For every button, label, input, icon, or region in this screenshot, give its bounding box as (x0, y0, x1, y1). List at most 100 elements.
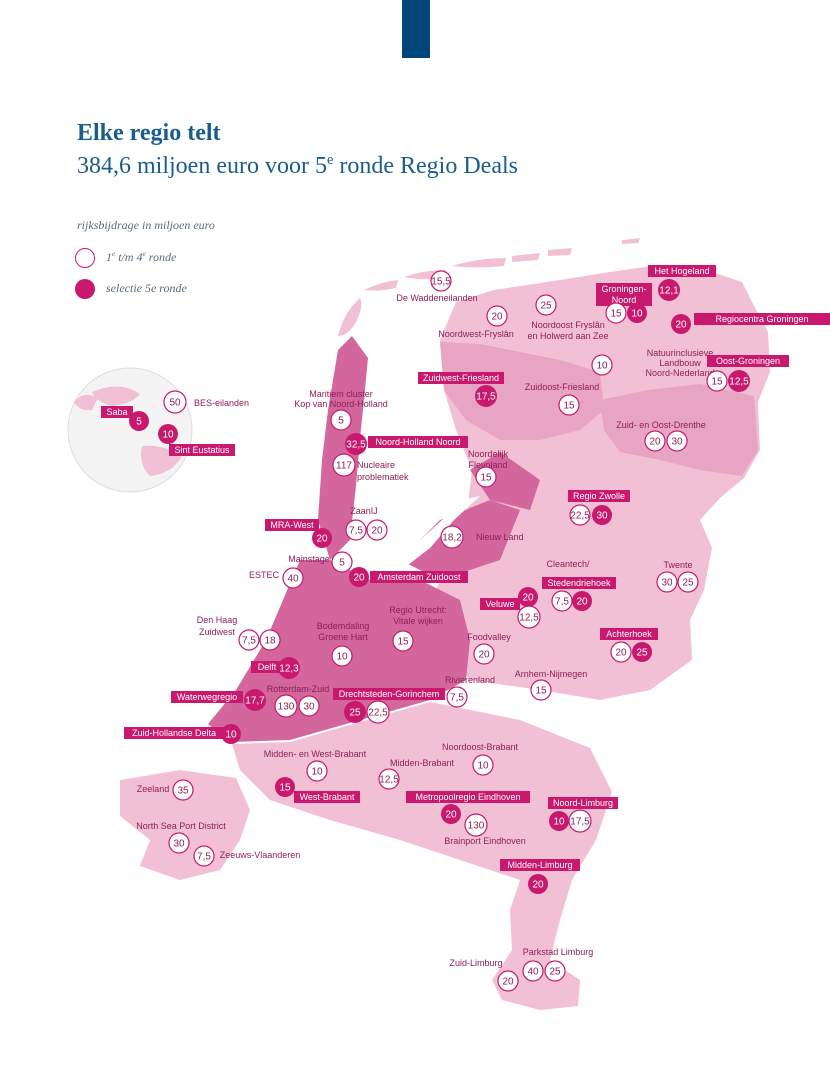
amount-value: 32,5 (346, 440, 366, 451)
region-tag-regio-zwolle: Regio Zwolle (568, 490, 630, 502)
amount-marker-sint-eustatius: 10 (158, 424, 178, 444)
amount-value: 40 (287, 574, 299, 585)
amount-marker-den-haag-a: 7,5 (238, 629, 260, 651)
region-tag-amsterdam-zuidoost: Amsterdam Zuidoost (370, 571, 468, 583)
region-label-zeeuws-vlaanderen: Zeeuws-Vlaanderen (220, 850, 301, 860)
wadden-islands (338, 238, 640, 336)
region-tag-text: Midden-Limburg (507, 860, 572, 870)
region-tag-text: Noord-Limburg (553, 798, 613, 808)
amount-marker-stedendriehoek-b: 20 (572, 591, 592, 611)
region-tag-bg (500, 859, 580, 871)
amount-marker-waterwegregio: 17,7 (244, 689, 266, 711)
region-label-zeeland: Zeeland (137, 784, 170, 794)
region-tag-bg (480, 598, 520, 610)
amount-circle (677, 571, 699, 593)
amount-marker-nucleaire: 117 (332, 453, 356, 477)
region-label-midden-brabant: Midden-Brabant (390, 758, 455, 768)
region-label-foodvalley: Foodvalley (467, 632, 511, 642)
region-label-noordelijk-2: Flevoland (468, 460, 507, 470)
amount-circle (558, 394, 580, 416)
amount-circle (475, 466, 497, 488)
amount-circle (591, 354, 613, 376)
region-tag-text: MRA-West (270, 520, 314, 530)
region-tag-zuidwest-friesland: Zuidwest-Friesland (418, 372, 504, 384)
bes-land-shape (92, 386, 140, 406)
region-tag-bg (101, 406, 133, 418)
region-tag-bg (418, 372, 504, 384)
amount-circle (522, 960, 544, 982)
amount-circle (706, 370, 728, 392)
amount-circle (282, 567, 304, 589)
region-tag-groningen-noord-1: Groningen- (596, 283, 652, 295)
amount-circle (244, 689, 266, 711)
amount-marker-maritiem: 5 (330, 409, 352, 431)
amount-circle (610, 641, 632, 663)
region-label-natuur-1: Natuurinclusieve (647, 348, 714, 358)
region-tag-waterwegregio: Waterwegregio (171, 691, 243, 703)
region-tag-delft: Delft (251, 661, 283, 673)
region-label-maritiem-2: Kop van Noord-Holland (294, 399, 388, 409)
amount-marker-zo-friesland: 15 (558, 394, 580, 416)
amount-marker-midden-west-brabant: 10 (306, 760, 328, 782)
amount-circle (473, 643, 495, 665)
region-tag-bg (648, 265, 716, 277)
region-tag-drechtsteden: Drechtsteden-Gorinchem (333, 688, 445, 700)
land-noord-holland (318, 336, 368, 560)
amount-value: 10 (553, 817, 565, 828)
region-label-midden-west-brabant: Midden- en West-Brabant (264, 749, 367, 759)
region-label-den-haag-2: Zuidwest (199, 627, 236, 637)
amount-marker-nieuw-land: 18,2 (440, 525, 464, 549)
amount-marker-zeeuws-vlaanderen: 7,5 (193, 845, 215, 867)
region-tag-zuid-hollandse-delta: Zuid-Hollandse Delta (124, 727, 224, 739)
amount-circle (441, 804, 461, 824)
amount-marker-zuid-oost-drenthe-a: 20 (644, 430, 666, 452)
region-tag-bg (370, 571, 468, 583)
land-flevoland (470, 452, 540, 510)
amount-circle (274, 694, 298, 718)
amount-circle (306, 760, 328, 782)
region-label-estec: ESTEC (249, 570, 280, 580)
region-tag-bg (265, 519, 319, 531)
region-tag-noord-limburg: Noord-Limburg (548, 797, 618, 809)
amount-value: 15 (397, 637, 409, 648)
amount-value: 25 (540, 301, 552, 312)
region-label-natuur-3: Noord-Nederland (645, 368, 714, 378)
amount-value: 30 (671, 437, 683, 448)
region-label-no-fryslan-1: Noordoost Fryslân (531, 320, 605, 330)
amount-value: 10 (225, 730, 237, 741)
region-tag-bg (171, 691, 243, 703)
amount-circle (728, 370, 750, 392)
legend-round-5-swatch (75, 279, 95, 299)
region-tag-text: Sint Eustatius (174, 445, 230, 455)
amount-value: 5 (338, 416, 344, 427)
region-tag-text: Waterwegregio (177, 692, 237, 702)
region-tag-text: Het Hogeland (654, 266, 709, 276)
amount-value: 17,7 (245, 696, 265, 707)
amount-value: 35 (177, 786, 189, 797)
amount-circle (518, 587, 538, 607)
region-label-zuid-limburg: Zuid-Limburg (449, 958, 502, 968)
amount-value: 10 (631, 309, 643, 320)
amount-marker-veluwe-b: 12,5 (517, 605, 541, 629)
amount-value: 7,5 (197, 852, 211, 863)
region-label-bes: BES-eilanden (194, 398, 249, 408)
amount-value: 20 (491, 312, 503, 323)
amount-value: 22,5 (368, 708, 388, 719)
amount-value: 20 (522, 593, 534, 604)
region-label-north-sea: North Sea Port District (136, 821, 226, 831)
amount-value: 7,5 (555, 597, 569, 608)
amount-marker-rivierenland: 7,5 (446, 686, 468, 708)
amount-circle (605, 302, 627, 324)
amount-marker-parkstad-a: 40 (522, 960, 544, 982)
amount-circle (331, 645, 353, 667)
amount-circle (366, 519, 388, 541)
amount-marker-amsterdam-zuidoost: 20 (349, 567, 369, 587)
amount-value: 15,5 (431, 277, 451, 288)
region-label-zaanij: ZaanIJ (350, 506, 378, 516)
region-label-mainstage: Mainstage (288, 554, 330, 564)
amount-marker-rotterdam-zuid-b: 30 (298, 695, 320, 717)
amount-circle (528, 874, 548, 894)
region-tag-bg (596, 294, 652, 306)
amount-value: 130 (468, 821, 485, 832)
region-tag-bg (169, 444, 235, 456)
